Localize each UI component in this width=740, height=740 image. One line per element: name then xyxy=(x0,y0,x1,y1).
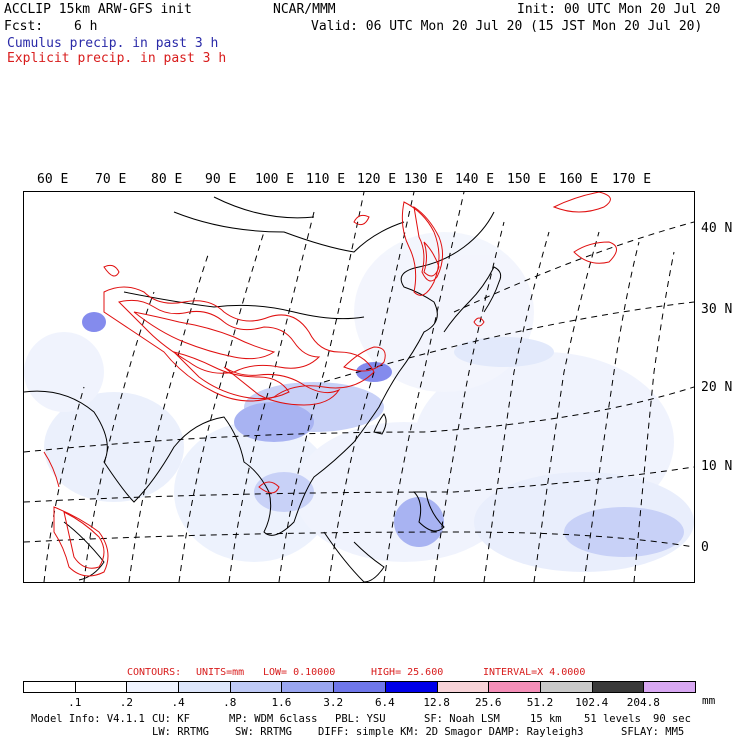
lon-label: 90 E xyxy=(205,172,237,187)
cumulus-legend: Cumulus precip. in past 3 h xyxy=(7,36,219,51)
lon-label: 170 E xyxy=(612,172,652,187)
colorbar-swatch xyxy=(643,681,696,693)
colorbar-label: .1 xyxy=(68,696,82,709)
colorbar-label: 102.4 xyxy=(575,696,609,709)
fcst-label: Fcst: xyxy=(4,19,44,34)
lon-label: 70 E xyxy=(95,172,127,187)
contours-title: CONTOURS: xyxy=(127,667,182,678)
resolution: 15 km xyxy=(530,713,562,725)
model-title: ACCLIP 15km ARW-GFS init xyxy=(4,2,192,17)
lon-label: 60 E xyxy=(37,172,69,187)
precip-map xyxy=(24,192,694,582)
colorbar-label: 204.8 xyxy=(626,696,660,709)
pbl-scheme: PBL: YSU xyxy=(335,713,386,725)
colorbar-swatch xyxy=(384,681,438,693)
colorbar-label: 1.6 xyxy=(271,696,292,709)
contours-high: HIGH= 25.600 xyxy=(371,667,444,678)
colorbar-label: 51.2 xyxy=(526,696,554,709)
fcst-value: 6 h xyxy=(74,19,98,34)
lon-label: 140 E xyxy=(455,172,495,187)
lw-scheme: LW: RRTMG xyxy=(152,726,209,738)
contours-units: UNITS=mm xyxy=(196,667,245,678)
levels: 51 levels xyxy=(584,713,641,725)
colorbar-swatch xyxy=(333,681,386,693)
lat-label: 30 N xyxy=(701,302,733,317)
lat-label: 0 xyxy=(701,540,709,555)
cumulus-precip-field xyxy=(24,232,694,572)
diff-scheme: DIFF: simple KM: 2D Smagor DAMP: Rayleig… xyxy=(318,726,584,738)
colorbar-swatch xyxy=(591,681,645,693)
lon-label: 120 E xyxy=(357,172,397,187)
cu-scheme: CU: KF xyxy=(152,713,190,725)
lon-label: 110 E xyxy=(306,172,346,187)
colorbar-label: 12.8 xyxy=(423,696,450,709)
lat-label: 20 N xyxy=(701,380,733,395)
model-info: Model Info: V4.1.1 xyxy=(31,713,145,725)
contours-interval: INTERVAL=X 4.0000 xyxy=(483,667,586,678)
lon-label: 150 E xyxy=(507,172,547,187)
lat-label: 10 N xyxy=(701,459,733,474)
lon-label: 100 E xyxy=(255,172,295,187)
map-panel xyxy=(23,191,695,583)
colorbar-label: 6.4 xyxy=(374,696,395,709)
colorbar-label: 25.6 xyxy=(475,696,502,709)
colorbar-swatch xyxy=(23,681,76,693)
coastlines xyxy=(24,196,502,582)
colorbar-swatch xyxy=(488,681,541,693)
colorbar-label: .8 xyxy=(223,696,237,709)
sf-scheme: SF: Noah LSM xyxy=(424,713,500,725)
lat-label: 40 N xyxy=(701,221,733,236)
colorbar-swatch xyxy=(178,681,231,693)
colorbar-swatch xyxy=(126,681,180,693)
colorbar-units: mm xyxy=(702,694,716,707)
contours-low: LOW= 0.10000 xyxy=(263,667,336,678)
explicit-legend: Explicit precip. in past 3 h xyxy=(7,51,227,66)
sw-scheme: SW: RRTMG xyxy=(235,726,292,738)
colorbar-swatch xyxy=(74,681,128,693)
colorbar-swatch xyxy=(281,681,335,693)
lon-label: 80 E xyxy=(151,172,183,187)
colorbar-swatch xyxy=(229,681,283,693)
sflay-scheme: SFLAY: MM5 xyxy=(621,726,685,738)
colorbar-swatch xyxy=(539,681,593,693)
lon-label: 160 E xyxy=(559,172,599,187)
mp-scheme: MP: WDM 6class xyxy=(229,713,318,725)
colorbar-label: 3.2 xyxy=(323,696,344,709)
explicit-precip-contours xyxy=(43,192,617,577)
time-step: 90 sec xyxy=(653,713,691,725)
colorbar-swatch xyxy=(436,681,490,693)
valid-time: Valid: 06 UTC Mon 20 Jul 20 (15 JST Mon … xyxy=(311,19,703,34)
colorbar-label: .2 xyxy=(119,696,134,709)
lon-label: 130 E xyxy=(404,172,444,187)
org-label: NCAR/MMM xyxy=(273,2,336,17)
colorbar-label: .4 xyxy=(171,696,185,709)
init-time: Init: 00 UTC Mon 20 Jul 20 xyxy=(517,2,721,17)
